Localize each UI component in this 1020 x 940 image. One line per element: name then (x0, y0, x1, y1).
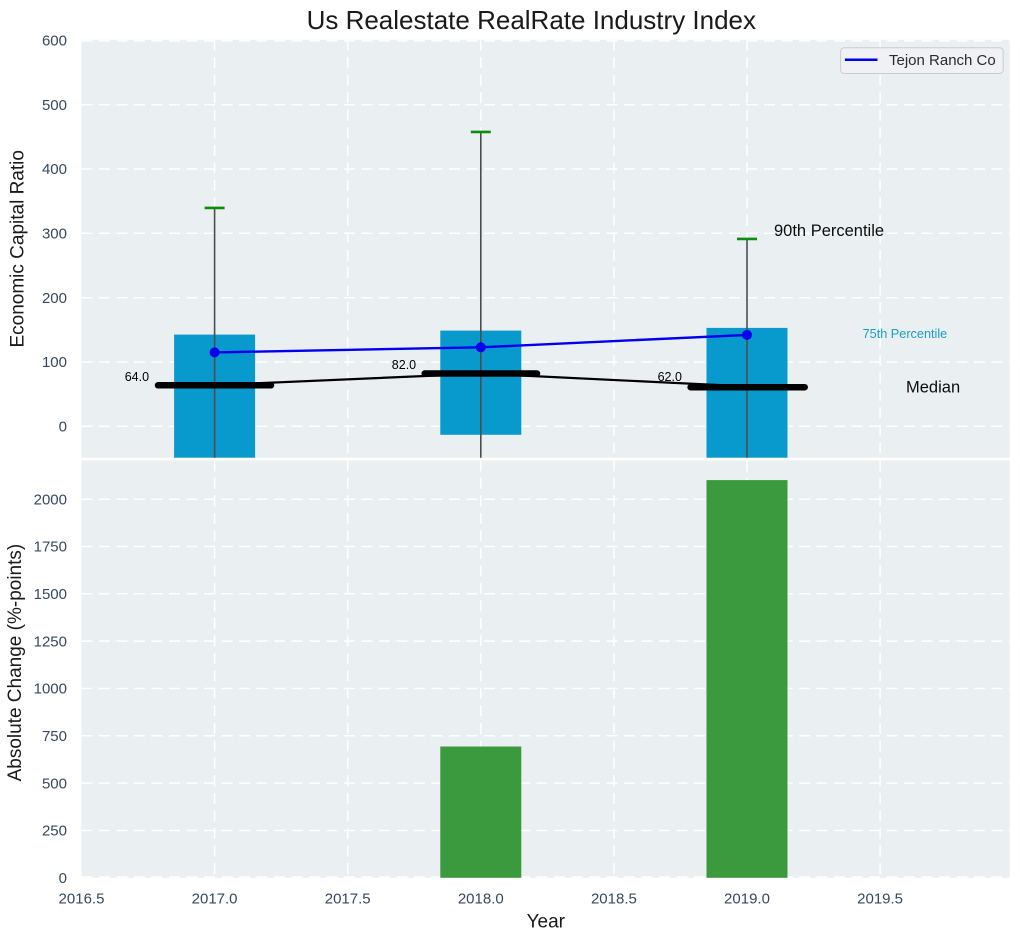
svg-text:1250: 1250 (34, 633, 67, 650)
svg-text:1500: 1500 (34, 586, 67, 603)
svg-text:90th Percentile: 90th Percentile (774, 222, 884, 240)
svg-text:100: 100 (42, 354, 67, 371)
svg-text:0: 0 (59, 870, 67, 887)
svg-text:300: 300 (42, 226, 67, 243)
svg-text:Absolute Change (%-points): Absolute Change (%-points) (5, 544, 26, 782)
svg-text:2019.0: 2019.0 (724, 891, 770, 908)
svg-text:75th Percentile: 75th Percentile (863, 327, 948, 341)
svg-text:Us Realestate RealRate Industr: Us Realestate RealRate Industry Index (307, 5, 756, 35)
svg-text:400: 400 (42, 161, 67, 178)
svg-text:1000: 1000 (34, 681, 67, 698)
svg-text:2000: 2000 (34, 491, 67, 508)
svg-text:Year: Year (527, 912, 566, 933)
svg-text:62.0: 62.0 (658, 370, 682, 384)
svg-text:Tejon Ranch Co: Tejon Ranch Co (889, 52, 996, 69)
svg-text:Median: Median (906, 378, 960, 396)
svg-text:500: 500 (42, 97, 67, 114)
svg-text:200: 200 (42, 290, 67, 307)
svg-text:82.0: 82.0 (392, 358, 416, 372)
svg-text:2019.5: 2019.5 (857, 891, 903, 908)
svg-text:1750: 1750 (34, 539, 67, 556)
svg-text:2018.5: 2018.5 (591, 891, 637, 908)
svg-text:600: 600 (42, 33, 67, 50)
svg-text:500: 500 (42, 775, 67, 792)
svg-text:0: 0 (59, 419, 67, 436)
svg-text:Economic Capital Ratio: Economic Capital Ratio (8, 150, 29, 347)
svg-text:250: 250 (42, 823, 67, 840)
svg-text:2017.5: 2017.5 (325, 891, 371, 908)
svg-text:2018.0: 2018.0 (458, 891, 504, 908)
svg-text:2017.0: 2017.0 (192, 891, 238, 908)
svg-text:64.0: 64.0 (125, 370, 149, 384)
svg-text:750: 750 (42, 728, 67, 745)
svg-text:2016.5: 2016.5 (59, 891, 105, 908)
